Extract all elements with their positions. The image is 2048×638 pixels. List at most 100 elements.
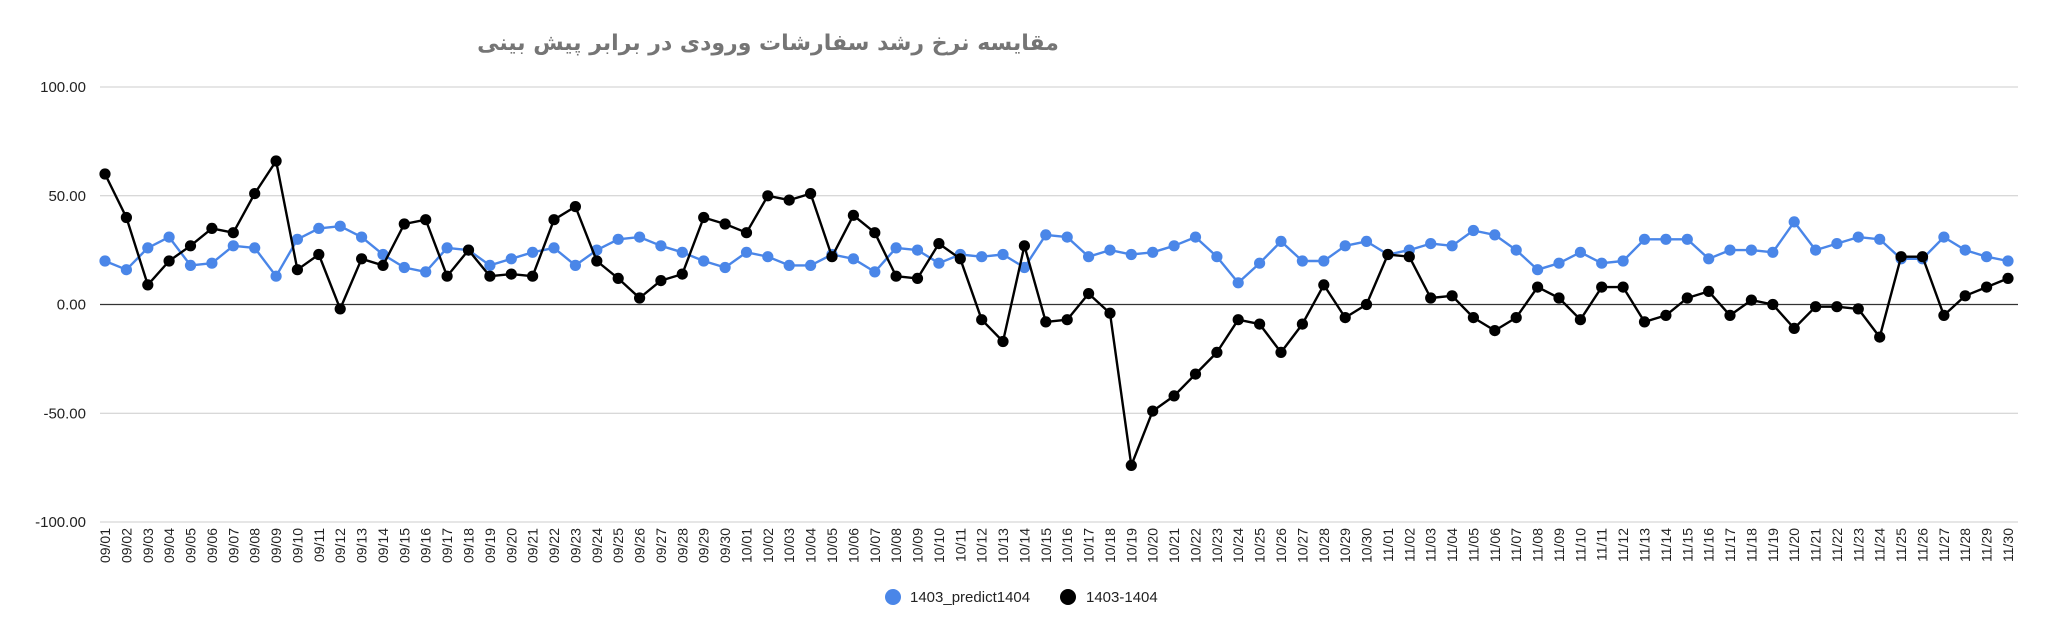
data-point (1874, 233, 1886, 245)
data-point (569, 201, 582, 213)
data-point (527, 246, 539, 258)
x-tick-label: 09/19 (482, 528, 498, 563)
data-point (142, 242, 154, 254)
x-tick-label: 09/05 (183, 528, 199, 563)
data-point (1168, 240, 1180, 252)
x-tick-label: 10/30 (1359, 528, 1375, 563)
x-tick-label: 11/17 (1722, 528, 1738, 562)
x-tick-label: 09/21 (525, 528, 541, 563)
data-point (612, 233, 624, 245)
data-point (1617, 281, 1629, 293)
data-point (1724, 244, 1736, 256)
x-tick-label: 11/03 (1423, 528, 1439, 562)
data-point (1938, 231, 1950, 243)
x-tick-label: 11/26 (1914, 528, 1930, 562)
x-tick-label: 11/18 (1743, 528, 1759, 562)
data-point (997, 335, 1009, 348)
x-tick-label: 10/27 (1294, 528, 1310, 563)
data-point (1189, 368, 1202, 380)
data-point (270, 270, 282, 282)
series-lines (99, 155, 2014, 471)
data-point (356, 231, 368, 243)
data-point (1083, 251, 1095, 263)
data-point (548, 242, 560, 254)
data-point (291, 233, 303, 245)
data-point (1981, 251, 1993, 263)
data-point (441, 242, 453, 254)
data-point (1446, 240, 1458, 252)
data-point (1125, 459, 1137, 471)
data-point (377, 259, 389, 271)
data-point (163, 255, 175, 267)
data-point (2002, 255, 2014, 267)
x-tick-label: 09/18 (460, 528, 476, 563)
data-point (976, 314, 988, 326)
series-2 (99, 155, 2014, 471)
data-point (655, 240, 667, 252)
x-tick-label: 11/02 (1401, 528, 1417, 562)
x-tick-label: 10/01 (738, 528, 754, 563)
x-tick-label: 10/28 (1316, 528, 1332, 563)
chart-title: مقایسه نرخ رشد سفارشات ورودی در برابر پی… (477, 31, 1059, 56)
x-tick-label: 09/02 (118, 528, 134, 563)
data-point (1446, 290, 1458, 302)
data-point (591, 255, 603, 267)
x-tick-label: 11/09 (1551, 528, 1567, 562)
data-point (184, 259, 197, 271)
data-point (270, 155, 282, 167)
x-tick-label: 11/24 (1872, 528, 1888, 562)
data-point (249, 188, 261, 200)
data-point (1275, 235, 1287, 247)
x-tick-label: 11/10 (1572, 528, 1588, 562)
data-point (1745, 294, 1757, 306)
data-point (1296, 255, 1308, 267)
data-point (120, 264, 132, 276)
data-point (1083, 288, 1095, 300)
data-point (249, 242, 261, 254)
data-point (1553, 292, 1565, 304)
data-point (1467, 312, 1479, 324)
data-point (184, 240, 197, 252)
data-point (869, 227, 881, 239)
data-point (569, 259, 582, 271)
x-tick-label: 09/30 (717, 528, 733, 563)
data-point (1810, 301, 1822, 313)
data-point (783, 194, 795, 206)
data-point (1895, 251, 1907, 263)
data-point (1703, 253, 1715, 265)
data-point (1660, 233, 1672, 245)
x-tick-label: 09/26 (632, 528, 648, 563)
data-point (1339, 312, 1351, 324)
data-point (698, 255, 710, 267)
data-point (1211, 346, 1223, 358)
x-tick-label: 09/09 (268, 528, 284, 563)
data-point (1660, 309, 1672, 321)
series-line (103, 159, 2009, 467)
data-point (1489, 325, 1501, 337)
x-tick-label: 09/10 (289, 528, 305, 563)
data-point (1232, 277, 1244, 289)
y-axis-ticks: 100.00 50.00 0.00 -50.00 -100.00 (35, 79, 86, 531)
data-point (291, 264, 303, 276)
data-point (933, 238, 945, 250)
data-point (1467, 224, 1479, 237)
data-point (676, 246, 688, 258)
x-tick-label: 09/28 (674, 528, 690, 563)
data-point (1211, 251, 1223, 263)
x-tick-label: 11/22 (1829, 528, 1845, 562)
data-point (976, 251, 988, 263)
data-point (1510, 312, 1522, 324)
x-tick-label: 10/04 (803, 528, 819, 563)
data-point (826, 251, 838, 263)
data-point (1617, 255, 1629, 267)
data-point (1852, 303, 1864, 315)
data-point (1296, 318, 1308, 330)
data-point (484, 270, 496, 282)
legend-label: 1403_predict1404 (910, 589, 1030, 606)
data-point (740, 246, 753, 258)
data-point (1938, 309, 1950, 321)
legend-marker (885, 589, 901, 605)
x-tick-label: 11/27 (1936, 528, 1952, 562)
x-tick-label: 09/22 (546, 528, 562, 563)
x-tick-label: 10/22 (1187, 528, 1203, 563)
